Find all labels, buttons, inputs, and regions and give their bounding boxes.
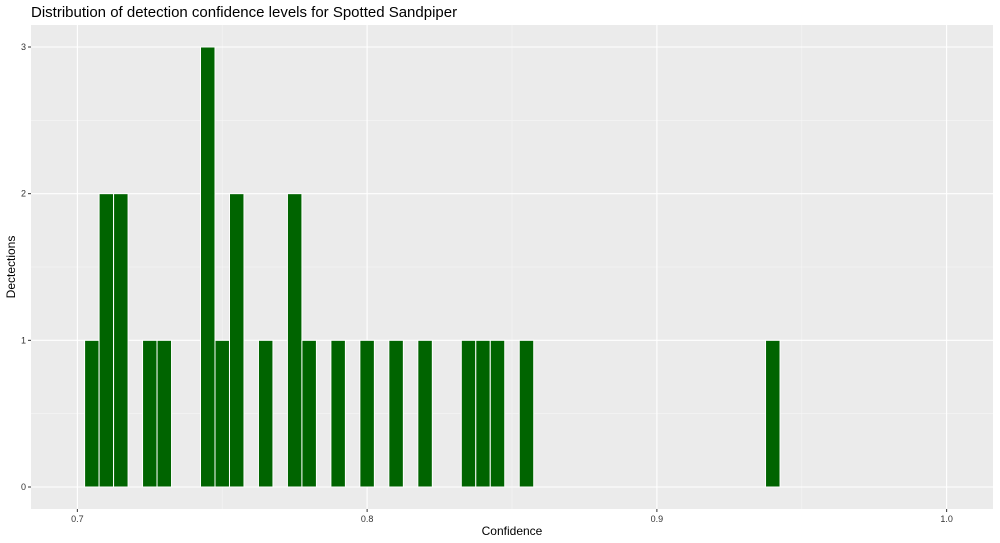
histogram-bar: [156, 339, 173, 488]
histogram-bar: [489, 339, 506, 488]
histogram-bar: [417, 339, 433, 488]
histogram-bar: [388, 339, 404, 488]
x-tick-label: 0.7: [71, 514, 84, 524]
x-axis-ticks: 0.7 0.8 0.9 1.0: [71, 509, 953, 524]
histogram-bar: [142, 339, 158, 488]
bars: [84, 46, 781, 488]
histogram-bar: [98, 193, 115, 488]
histogram-bar: [475, 339, 491, 488]
histogram-bar: [765, 339, 781, 488]
histogram-bar: [84, 339, 100, 488]
y-tick-label: 2: [21, 189, 26, 199]
x-axis-title: Confidence: [482, 524, 543, 538]
major-gridlines: [31, 25, 993, 509]
histogram-bar: [214, 339, 230, 488]
histogram-bar: [113, 193, 129, 488]
y-axis-ticks: 0 1 2 3: [21, 42, 31, 492]
histogram-bar: [301, 339, 317, 488]
y-axis-title: Dectections: [4, 236, 18, 299]
histogram-bar: [228, 193, 245, 488]
histogram-bar: [286, 193, 303, 488]
x-tick-label: 0.9: [651, 514, 664, 524]
histogram-bar: [257, 339, 274, 488]
x-tick-label: 1.0: [940, 514, 953, 524]
minor-gridlines: [31, 25, 993, 509]
chart-title: Distribution of detection confidence lev…: [31, 4, 457, 21]
histogram-bar: [460, 339, 477, 488]
y-tick-label: 1: [21, 335, 26, 345]
histogram-bar: [359, 339, 375, 488]
y-tick-label: 3: [21, 42, 26, 52]
x-tick-label: 0.8: [361, 514, 374, 524]
y-tick-label: 0: [21, 482, 26, 492]
histogram-bar: [200, 46, 216, 488]
histogram-bar: [330, 339, 346, 488]
histogram-bar: [518, 339, 535, 488]
